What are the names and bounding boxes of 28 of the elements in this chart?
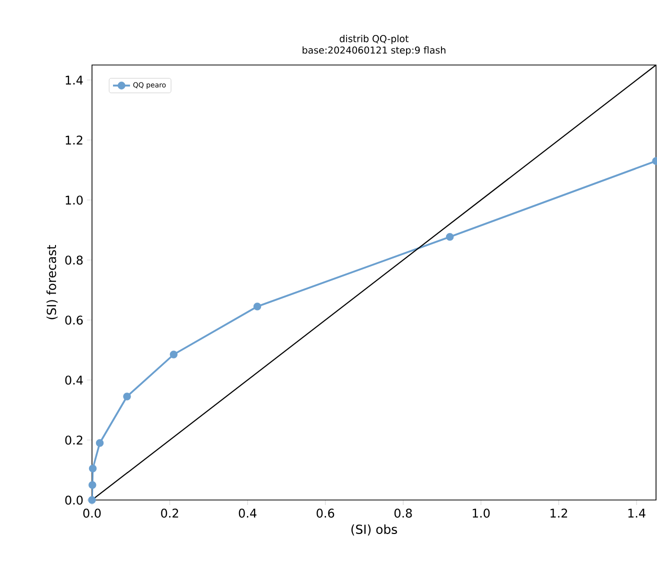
point: [96, 439, 104, 447]
x-tick-label: 0.8: [394, 508, 412, 518]
x-axis-title: (SI) obs: [351, 524, 398, 536]
x-tick-label: 0.4: [238, 508, 256, 518]
x-tick-label: 0.6: [316, 508, 334, 518]
point: [446, 233, 454, 241]
x-tick-label: 0.0: [83, 508, 101, 518]
point: [88, 496, 96, 504]
point: [253, 302, 262, 310]
y-tick-label: 1.0: [66, 196, 83, 205]
y-tick-label: 0.2: [65, 436, 82, 445]
x-tick-label: 1.4: [628, 508, 646, 518]
y-tick-label: 1.4: [66, 76, 83, 84]
x-tick-label: 1.2: [550, 508, 568, 518]
point: [88, 481, 96, 489]
y-tick-label: 0.4: [65, 376, 83, 385]
point: [123, 392, 131, 400]
chart-title: distrib QQ-plot: [340, 34, 409, 44]
chart-subtitle: base:2024060121 step:9 flash: [302, 46, 446, 56]
y-axis-title: (SI) forecast: [46, 244, 58, 320]
x-tick-label: 1.0: [472, 508, 490, 518]
y-tick-label: 0.0: [65, 496, 83, 505]
y-tick-label: 0.8: [65, 256, 83, 265]
x-tick-label: 0.2: [161, 508, 178, 518]
y-tick-label: 0.6: [65, 316, 83, 325]
point: [88, 464, 97, 472]
point: [170, 350, 178, 358]
y-tick-label: 1.2: [66, 136, 82, 144]
